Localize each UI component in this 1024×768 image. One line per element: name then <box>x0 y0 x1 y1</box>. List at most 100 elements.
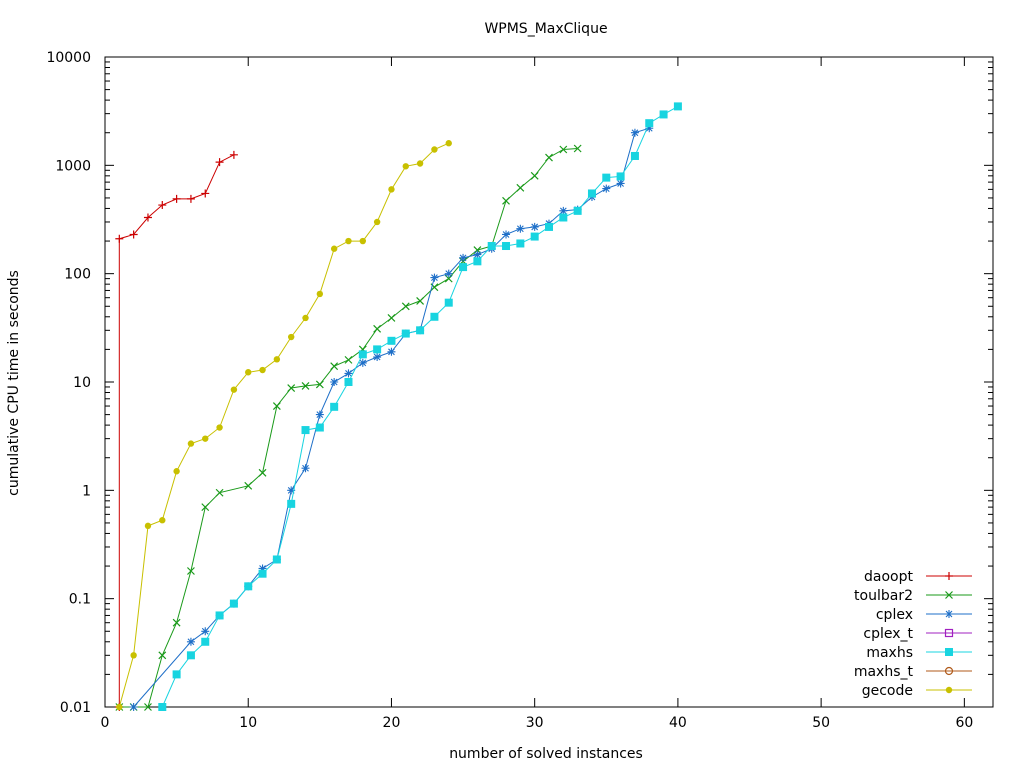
marker-shape <box>316 290 324 298</box>
data-point-maxhs <box>645 119 654 128</box>
marker-shape <box>430 273 439 282</box>
data-point-cplex <box>301 464 310 473</box>
marker-shape <box>158 651 167 660</box>
marker-shape <box>587 189 596 198</box>
data-point-maxhs <box>301 426 310 435</box>
series-daoopt <box>115 150 238 711</box>
marker-shape <box>330 378 339 386</box>
data-point-gecode <box>216 424 223 431</box>
legend-marker <box>944 628 954 638</box>
marker-shape <box>944 628 954 638</box>
marker-shape <box>945 648 953 656</box>
marker-shape <box>358 358 367 367</box>
data-point-cplex <box>186 637 195 646</box>
data-point-toulbar2 <box>301 381 310 390</box>
marker-shape <box>373 218 381 226</box>
data-point-maxhs <box>215 611 224 620</box>
data-point-toulbar2 <box>573 144 582 153</box>
marker-shape <box>159 517 166 524</box>
legend-marker <box>945 648 953 656</box>
data-point-maxhs <box>487 242 496 251</box>
marker-shape <box>401 302 410 311</box>
data-point-gecode <box>345 237 352 245</box>
marker-shape <box>645 119 654 128</box>
marker-shape <box>173 468 180 475</box>
data-point-toulbar2 <box>344 355 353 364</box>
marker-shape <box>416 297 425 305</box>
marker-shape <box>559 213 568 222</box>
data-point-gecode <box>259 366 266 374</box>
marker-shape <box>945 591 953 599</box>
data-point-maxhs <box>416 326 425 335</box>
legend-entry-maxhs: maxhs <box>866 645 972 661</box>
marker-shape <box>502 230 511 239</box>
data-point-gecode <box>431 146 438 153</box>
marker-shape <box>258 468 267 477</box>
y-tick-label: 0.01 <box>60 700 91 716</box>
data-point-daoopt <box>172 194 181 203</box>
marker-shape <box>186 651 195 660</box>
marker-shape <box>287 499 296 508</box>
data-point-toulbar2 <box>330 362 339 371</box>
data-point-maxhs <box>630 151 639 160</box>
marker-shape <box>516 224 525 233</box>
marker-shape <box>516 183 525 192</box>
data-point-cplex <box>315 410 324 419</box>
data-point-toulbar2 <box>373 324 382 333</box>
marker-shape <box>416 326 425 335</box>
data-point-gecode <box>173 468 180 475</box>
marker-shape <box>301 464 310 473</box>
data-point-cplex <box>201 627 210 636</box>
data-point-maxhs <box>444 298 453 307</box>
data-point-toulbar2 <box>516 183 525 192</box>
marker-shape <box>645 124 654 133</box>
data-point-daoopt <box>158 201 167 210</box>
marker-shape <box>444 298 453 307</box>
marker-shape <box>115 234 124 243</box>
data-point-cplex <box>387 347 396 356</box>
marker-shape <box>430 312 439 321</box>
data-point-cplex <box>502 230 511 239</box>
data-point-toulbar2 <box>559 145 568 154</box>
legend-marker <box>945 572 953 580</box>
data-point-maxhs <box>545 222 553 231</box>
marker-shape <box>431 146 438 153</box>
marker-shape <box>273 356 281 363</box>
marker-shape <box>143 213 152 222</box>
data-point-toulbar2 <box>201 503 210 512</box>
data-point-gecode <box>116 703 123 711</box>
data-point-maxhs <box>344 378 353 386</box>
data-point-toulbar2 <box>172 618 181 627</box>
marker-shape <box>416 160 424 167</box>
data-point-gecode <box>230 386 238 393</box>
legend-label: gecode <box>862 683 913 699</box>
data-point-maxhs <box>244 582 253 591</box>
data-point-gecode <box>359 237 367 245</box>
data-point-toulbar2 <box>144 703 152 711</box>
data-point-cplex <box>129 703 138 711</box>
series-maxhs <box>158 102 682 711</box>
marker-shape <box>129 703 138 711</box>
data-point-toulbar2 <box>387 314 396 322</box>
x-tick-label: 40 <box>669 715 687 731</box>
x-axis-label: number of solved instances <box>449 746 643 762</box>
marker-shape <box>945 686 953 694</box>
data-point-maxhs <box>401 329 410 338</box>
data-point-toulbar2 <box>272 402 281 410</box>
marker-shape <box>530 232 539 241</box>
y-tick-label: 100 <box>64 267 91 283</box>
y-tick-label: 1000 <box>55 158 91 174</box>
data-point-maxhs <box>158 703 167 711</box>
marker-shape <box>158 201 167 210</box>
marker-shape <box>315 410 324 419</box>
marker-shape <box>302 314 309 322</box>
marker-shape <box>216 424 223 431</box>
marker-shape <box>344 355 353 364</box>
marker-shape <box>616 172 625 181</box>
marker-shape <box>358 350 367 359</box>
marker-shape <box>573 144 582 153</box>
marker-shape <box>616 179 625 188</box>
y-tick-label: 10000 <box>46 50 91 66</box>
marker-shape <box>444 269 453 278</box>
